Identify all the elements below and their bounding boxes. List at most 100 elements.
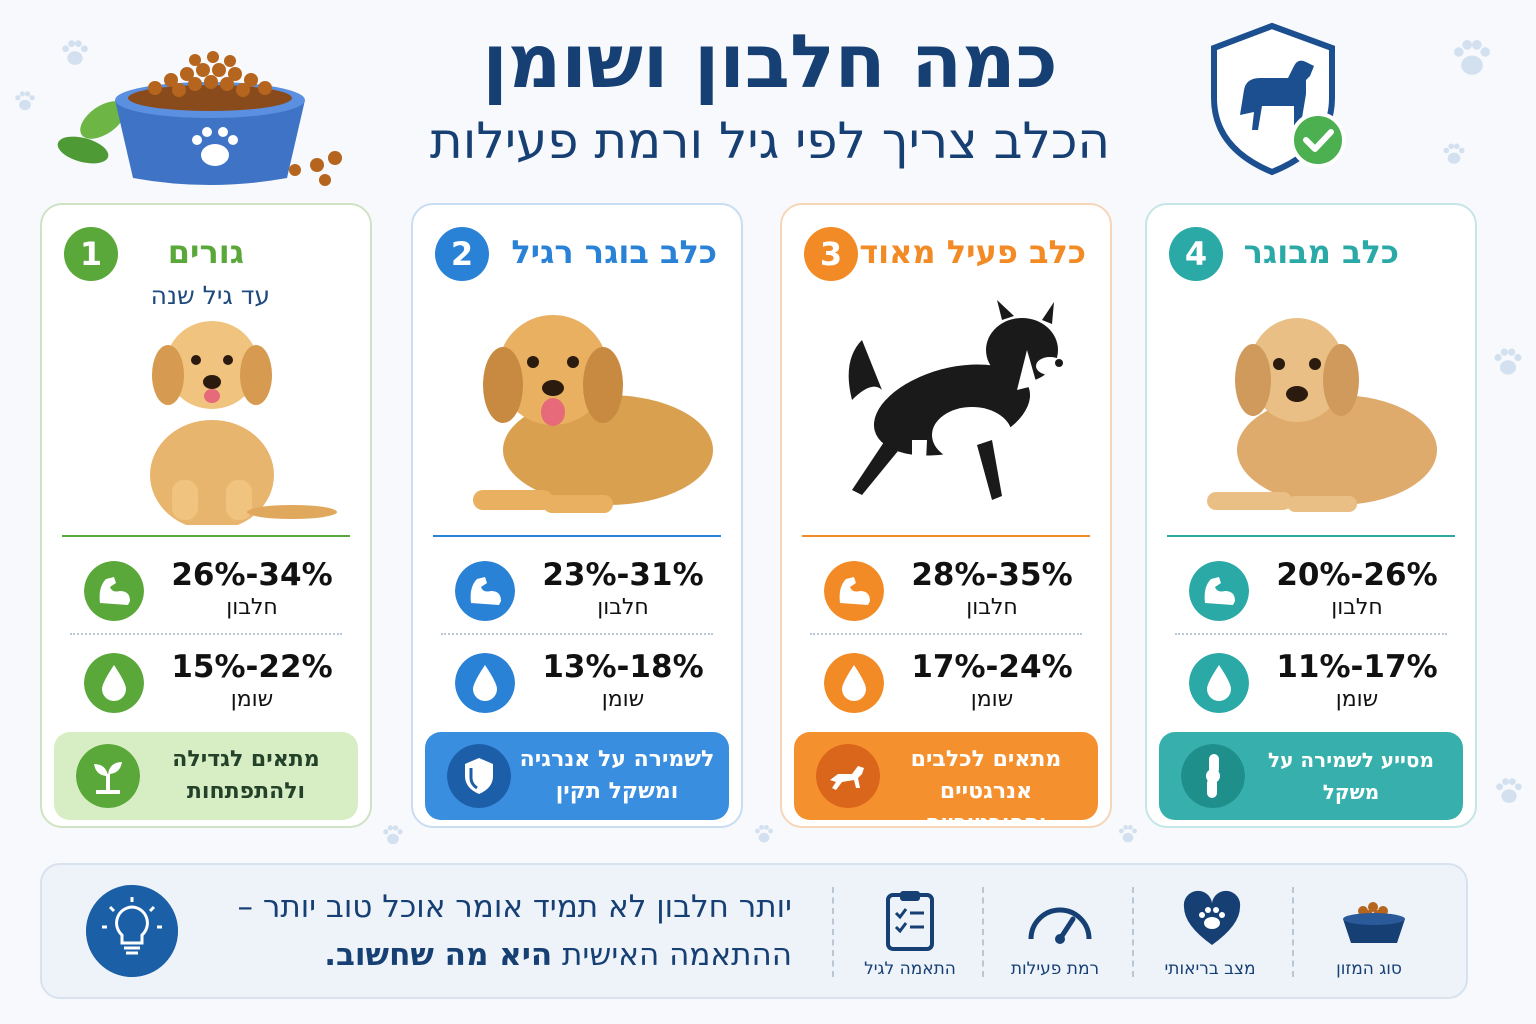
fat-label: שומן bbox=[230, 687, 274, 712]
drop-icon bbox=[824, 653, 884, 713]
protein-label: חלבון bbox=[226, 595, 278, 620]
feature-food-type: סוג המזון bbox=[1304, 879, 1434, 989]
protein-value: 28%-35% bbox=[911, 557, 1073, 593]
feature-divider bbox=[1132, 887, 1134, 977]
drop-icon bbox=[84, 653, 144, 713]
header: כמה חלבון ושומן הכלב צריך לפי גיל ורמת פ… bbox=[0, 0, 1536, 195]
fat-label: שומן bbox=[970, 687, 1014, 712]
protein-stat: 23%-31% חלבון bbox=[413, 551, 741, 631]
feature-label: רמת פעילות bbox=[1010, 959, 1100, 979]
card-header: 3 כלב פעיל מאוד bbox=[782, 225, 1110, 295]
muscle-icon bbox=[455, 561, 515, 621]
feature-divider bbox=[832, 887, 834, 977]
card-divider bbox=[1167, 535, 1455, 537]
fat-stat: 13%-18% שומן bbox=[413, 643, 741, 723]
card-note-text: מסייע לשמירה על משקל ובריאות מפרקים bbox=[1251, 744, 1451, 826]
card-subtitle: עד גיל שנה bbox=[150, 281, 270, 310]
stat-divider bbox=[810, 633, 1082, 635]
protein-value: 26%-34% bbox=[171, 557, 333, 593]
fat-label: שומן bbox=[1335, 687, 1379, 712]
note-line-2: ומשקל תקין bbox=[555, 779, 679, 804]
paw-decoration-icon bbox=[1496, 778, 1522, 803]
muscle-icon bbox=[84, 561, 144, 621]
paw-decoration-icon bbox=[1443, 143, 1465, 164]
page-title: כמה חלבון ושומן bbox=[482, 19, 1058, 105]
protein-label: חלבון bbox=[966, 595, 1018, 620]
drop-icon bbox=[455, 653, 515, 713]
protein-label: חלבון bbox=[1331, 595, 1383, 620]
feature-health: מצב בריאותי bbox=[1145, 879, 1275, 989]
bottom-summary: יותר חלבון לא תמיד אומר אוכל טוב יותר – … bbox=[40, 863, 1468, 999]
card-number: 4 bbox=[1169, 227, 1223, 281]
protein-value: 23%-31% bbox=[542, 557, 704, 593]
card-header: 2 כלב בוגר רגיל bbox=[413, 225, 741, 295]
card-note-text: מתאים לכלבים אנרגטיים וספורטיביים bbox=[886, 744, 1086, 828]
sprout-icon bbox=[76, 744, 140, 808]
protein-stat: 26%-34% חלבון bbox=[42, 551, 370, 631]
paw-decoration-icon bbox=[1454, 40, 1490, 75]
card-number: 2 bbox=[435, 227, 489, 281]
fat-value: 13%-18% bbox=[542, 649, 704, 685]
protein-stat: 28%-35% חלבון bbox=[782, 551, 1110, 631]
shield-icon bbox=[447, 744, 511, 808]
card-divider bbox=[433, 535, 721, 537]
note-line-2: אנרגטיים וספורטיביים bbox=[925, 779, 1047, 828]
card-header: 1 גורים עד גיל שנה bbox=[42, 225, 370, 310]
lightbulb-icon bbox=[86, 885, 178, 977]
summary-line-2: ההתאמה האישית היא מה שחשוב. bbox=[212, 937, 792, 973]
fat-value: 17%-24% bbox=[911, 649, 1073, 685]
feature-activity: רמת פעילות bbox=[990, 879, 1120, 989]
fat-stat: 15%-22% שומן bbox=[42, 643, 370, 723]
card-note: לשמירה על אנרגיה ומשקל תקין bbox=[425, 732, 729, 820]
paw-decoration-icon bbox=[1494, 348, 1522, 375]
note-line-2: ולהתפתחות bbox=[186, 779, 306, 804]
note-line-1: מתאים לגדילה bbox=[172, 747, 320, 772]
fat-value: 15%-22% bbox=[171, 649, 333, 685]
running-dog-illustration-icon bbox=[848, 300, 1064, 505]
protein-label: חלבון bbox=[597, 595, 649, 620]
card-active: 3 כלב פעיל מאוד 28%-35% חלבון 17%-24% שו… bbox=[780, 203, 1112, 828]
card-note-text: לשמירה על אנרגיה ומשקל תקין bbox=[517, 744, 717, 808]
note-line-1: מתאים לכלבים bbox=[910, 747, 1062, 772]
feature-divider bbox=[982, 887, 984, 977]
card-number: 3 bbox=[804, 227, 858, 281]
feature-label: מצב בריאותי bbox=[1164, 959, 1256, 979]
card-adult: 2 כלב בוגר רגיל 23%-31% חלבון 13%-18% שו… bbox=[411, 203, 743, 828]
card-number: 1 bbox=[64, 227, 118, 281]
summary-line-2-prefix: ההתאמה האישית bbox=[562, 937, 792, 973]
clipboard-icon bbox=[886, 891, 934, 951]
feature-label: סוג המזון bbox=[1336, 959, 1402, 979]
stat-divider bbox=[441, 633, 713, 635]
stat-divider bbox=[1175, 633, 1447, 635]
card-title: כלב מבוגר bbox=[1243, 233, 1399, 271]
drop-icon bbox=[1189, 653, 1249, 713]
card-puppy: 1 גורים עד גיל שנה 26%-34% חלבון 15%-22%… bbox=[40, 203, 372, 828]
food-bowl-icon bbox=[1343, 902, 1405, 943]
paw-decoration-icon bbox=[383, 825, 403, 845]
card-divider bbox=[802, 535, 1090, 537]
fat-stat: 17%-24% שומן bbox=[782, 643, 1110, 723]
fat-stat: 11%-17% שומן bbox=[1147, 643, 1475, 723]
adult-dog-illustration-icon bbox=[473, 315, 713, 513]
summary-line-1: יותר חלבון לא תמיד אומר אוכל טוב יותר – bbox=[237, 889, 792, 925]
protein-value: 20%-26% bbox=[1276, 557, 1438, 593]
shield-dog-check-icon bbox=[1211, 22, 1346, 176]
feature-divider bbox=[1292, 887, 1294, 977]
senior-dog-illustration-icon bbox=[1207, 318, 1437, 512]
stat-divider bbox=[70, 633, 342, 635]
summary-line-2-bold: היא מה שחשוב. bbox=[324, 937, 553, 973]
paw-decoration-icon bbox=[62, 40, 88, 65]
card-note-text: מתאים לגדילה ולהתפתחות bbox=[146, 744, 346, 808]
puppy-illustration-icon bbox=[150, 321, 337, 525]
paw-decoration-icon bbox=[1119, 825, 1137, 843]
fat-value: 11%-17% bbox=[1276, 649, 1438, 685]
card-divider bbox=[62, 535, 350, 537]
card-senior: 4 כלב מבוגר 20%-26% חלבון 11%-17% שומן מ… bbox=[1145, 203, 1477, 828]
muscle-icon bbox=[1189, 561, 1249, 621]
card-title: כלב בוגר רגיל bbox=[511, 233, 717, 271]
food-bowl-illustration-icon bbox=[57, 51, 342, 186]
fat-label: שומן bbox=[601, 687, 645, 712]
feature-age: התאמה לגיל bbox=[845, 879, 975, 989]
running-dog-icon bbox=[816, 744, 880, 808]
card-title: גורים bbox=[167, 233, 244, 271]
